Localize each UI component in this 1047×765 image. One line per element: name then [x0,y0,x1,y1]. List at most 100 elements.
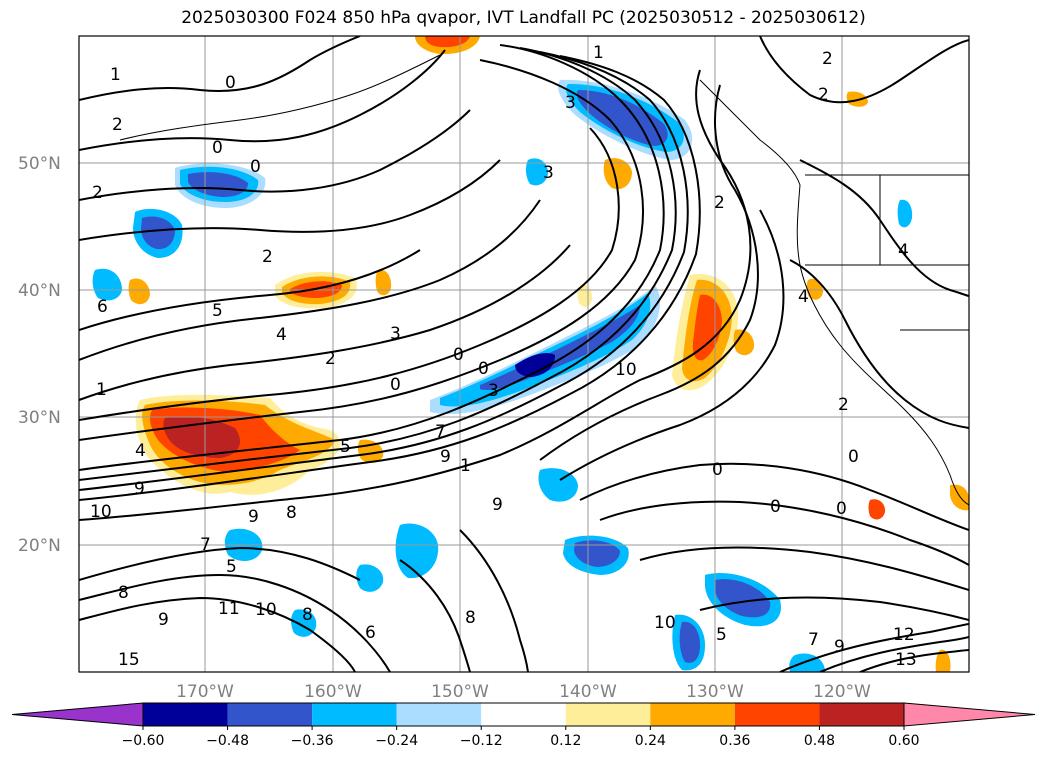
contour-label: 0 [770,497,781,517]
lon-tick-label: 170°W [176,682,234,702]
contour-label: 2 [112,115,123,135]
contour-label: 5 [716,625,727,645]
contour-label: 4 [898,241,909,261]
contour-label: 0 [848,447,859,467]
contour-label: 4 [798,287,809,307]
colorbar-bin [565,703,651,726]
contour-label: 10 [654,613,676,633]
contour-label: 7 [200,535,211,555]
contour-label: 0 [836,499,847,519]
contour-label: 6 [97,297,108,317]
colorbar-bin [312,703,397,726]
contours [79,36,969,672]
lon-tick-label: 120°W [813,682,871,702]
coastlines [119,54,969,506]
contour-label: 2 [325,349,336,369]
contour-label: 6 [365,623,376,643]
colorbar-bin [481,703,566,726]
contour-label: 0 [712,460,723,480]
contour-label: 9 [492,495,503,515]
map-plot-area: 1 0 0 2 0 2 3 1 3 2 4 6 5 4 3 2 0 0 0 1 … [79,36,969,672]
colorbar-tick-label: 0.12 [550,733,581,749]
lat-tick-label: 40°N [18,281,61,301]
lat-tick-label: 20°N [18,536,61,556]
colorbar-bin [650,703,735,726]
contour-label: 13 [895,650,917,670]
contour-labels: 1 0 0 2 0 2 3 1 3 2 4 6 5 4 3 2 0 0 0 1 … [90,43,917,670]
contour-label: 1 [593,43,604,63]
contour-label: 9 [158,610,169,630]
lon-tick-label: 150°W [431,682,489,702]
contour-label: 7 [435,422,446,442]
contour-label: 1 [96,380,107,400]
contour-label: 2 [714,193,725,213]
contour-label: 9 [134,479,145,499]
colorbar-outline [142,702,905,727]
contour-label: 8 [465,608,476,628]
colorbar-bin [819,703,904,726]
lat-tick-label: 50°N [18,154,61,174]
lon-axis: 170°W 160°W 150°W 140°W 130°W 120°W [176,682,871,702]
contour-label: 9 [248,507,259,527]
lon-tick-label: 160°W [304,682,362,702]
contour-label: 2 [822,49,833,69]
contour-label: 15 [118,650,140,670]
map-frame [78,35,970,673]
colorbar-bin [396,703,482,726]
colorbar-tick-label: −0.36 [291,733,334,749]
contour-label: 1 [110,65,121,85]
lat-axis: 50°N 40°N 30°N 20°N [18,154,61,556]
colorbar-tick-label: −0.48 [206,733,249,749]
contour-label: 0 [250,157,261,177]
contour-label: 4 [276,325,287,345]
colorbar-tick-label: −0.60 [122,733,165,749]
contour-label: 3 [390,324,401,344]
contour-label: 3 [565,93,576,113]
contour-label: 9 [834,637,845,657]
lat-tick-label: 30°N [18,408,61,428]
colorbar-tick-label: 0.48 [804,733,835,749]
contour-label: 1 [460,456,471,476]
contour-label: 11 [218,599,240,619]
colorbar-tick-label: 0.24 [635,733,666,749]
contour-label: 2 [92,183,103,203]
colorbar-bin [734,703,820,726]
contour-label: 3 [543,163,554,183]
contour-label: 2 [818,85,829,105]
contour-label: 12 [893,625,915,645]
colorbar-extend-high [903,702,1036,727]
contour-label: 2 [838,395,849,415]
colorbar-tick-label: −0.24 [375,733,418,749]
contour-label: 5 [212,301,223,321]
contour-label: 3 [488,381,499,401]
contour-label: 9 [440,447,451,467]
map-title: 2025030300 F024 850 hPa qvapor, IVT Land… [181,8,866,28]
colorbar: −0.60 −0.48 −0.36 −0.24 −0.12 0.12 0.24 0.36 0.4… [11,702,1036,749]
contour-label: 8 [286,503,297,523]
contour-label: 4 [135,441,146,461]
contour-label: 5 [226,557,237,577]
contour-label: 7 [808,630,819,650]
colorbar-bin [227,703,313,726]
contour-label: 0 [390,375,401,395]
contour-label: 10 [615,360,637,380]
colorbar-tick-label: 0.36 [719,733,750,749]
contour-label: 2 [262,247,273,267]
colorbar-tick-label: −0.12 [460,733,503,749]
graticule [79,36,969,672]
colorbar-extend-low [11,702,144,727]
colorbar-bin [143,703,228,726]
lon-tick-label: 140°W [559,682,617,702]
contour-label: 8 [118,583,129,603]
contour-label: 0 [478,359,489,379]
lon-tick-label: 130°W [686,682,744,702]
colorbar-tick-label: 0.60 [888,733,919,749]
contour-label: 0 [453,345,464,365]
contour-label: 8 [302,605,313,625]
contour-label: 0 [212,138,223,158]
contour-label: 10 [90,502,112,522]
contour-label: 10 [255,600,277,620]
contour-label: 0 [225,73,236,93]
contour-label: 5 [340,437,351,457]
